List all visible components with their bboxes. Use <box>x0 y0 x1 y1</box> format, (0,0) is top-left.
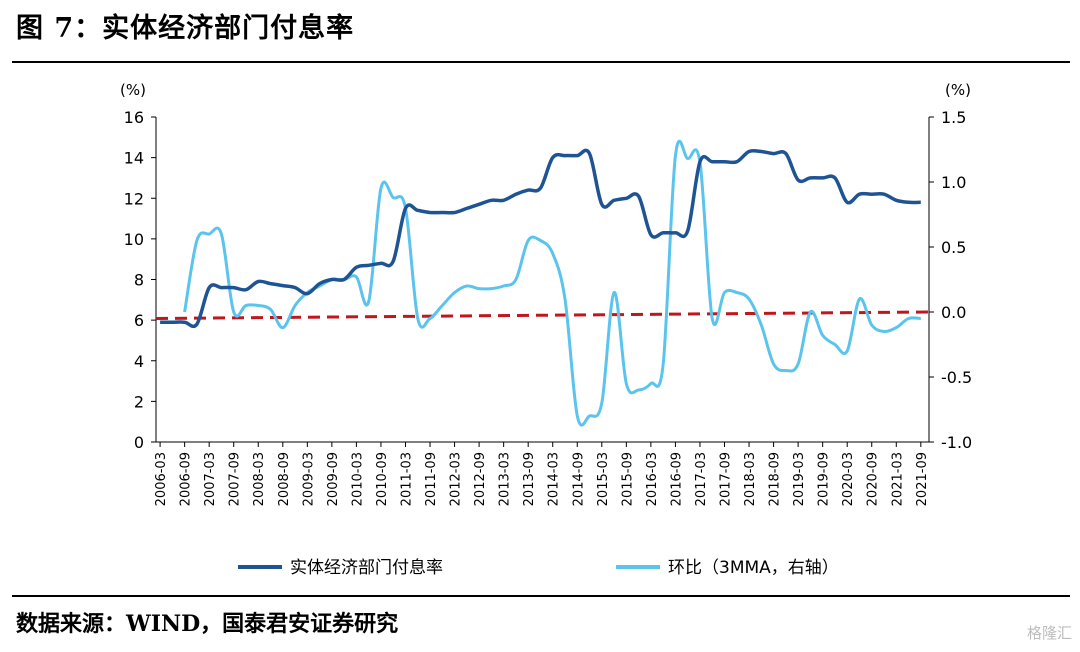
y-right-tick-label: 0.5 <box>941 238 966 257</box>
x-tick-label: 2017-03 <box>694 452 709 506</box>
series-interest-rate-line <box>160 148 921 329</box>
x-tick-label: 2008-09 <box>277 452 292 506</box>
y-right-tick-label: -1.0 <box>941 433 972 452</box>
x-tick-label: 2019-09 <box>817 452 832 506</box>
x-tick-label: 2013-03 <box>498 452 513 506</box>
legend-label-interest-rate: 实体经济部门付息率 <box>290 558 443 578</box>
x-tick-label: 2013-09 <box>522 452 537 506</box>
y-left-tick-label: 14 <box>124 149 144 168</box>
bottom-rule <box>12 595 1070 597</box>
x-tick-label: 2014-09 <box>571 452 586 506</box>
legend-label-qoq: 环比（3MMA，右轴） <box>668 558 839 578</box>
y-right-tick-label: 0.0 <box>941 303 966 322</box>
top-rule <box>12 61 1070 63</box>
x-tick-label: 2014-03 <box>547 452 562 506</box>
x-tick-label: 2016-09 <box>669 452 684 506</box>
x-tick-label: 2021-09 <box>915 452 930 506</box>
x-tick-label: 2009-09 <box>326 452 341 506</box>
y-left-tick-label: 4 <box>134 352 144 371</box>
x-tick-label: 2017-09 <box>719 452 734 506</box>
y-left-unit: (%) <box>120 81 146 99</box>
y-left-tick-label: 8 <box>134 271 144 290</box>
x-tick-label: 2019-03 <box>792 452 807 506</box>
x-tick-label: 2007-03 <box>203 452 218 506</box>
line-chart: (%) (%) 0 2 4 6 8 10 12 14 16 -1.0 -0.5 0.0 0.5 1.0 1.5 2… <box>120 81 972 578</box>
x-tick-label: 2018-03 <box>743 452 758 506</box>
x-tick-label: 2007-09 <box>228 452 243 506</box>
x-tick-label: 2011-03 <box>399 452 414 506</box>
x-tick-label: 2012-09 <box>473 452 488 506</box>
series-qoq-line <box>183 139 921 427</box>
x-tick-label: 2020-03 <box>841 452 856 506</box>
x-tick-label: 2015-09 <box>620 452 635 506</box>
y-left-tick-label: 16 <box>124 108 144 127</box>
x-tick-label: 2011-09 <box>424 452 439 506</box>
x-tick-label: 2020-09 <box>866 452 881 506</box>
y-left-tick-label: 12 <box>124 189 144 208</box>
y-left-tick-label: 2 <box>134 392 144 411</box>
x-tick-label: 2006-03 <box>154 452 169 506</box>
watermark-logo: 格隆汇 <box>1026 624 1072 642</box>
zero-reference-line <box>155 310 930 320</box>
source-note: 数据来源：WIND，国泰君安证券研究 <box>16 611 399 637</box>
y-left-tick-label: 10 <box>124 230 144 249</box>
x-tick-label: 2016-03 <box>645 452 660 506</box>
x-tick-label: 2010-03 <box>350 452 365 506</box>
x-tick-label: 2015-03 <box>596 452 611 506</box>
x-tick-label: 2012-03 <box>449 452 464 506</box>
y-right-tick-label: 1.0 <box>941 173 966 192</box>
y-right-unit: (%) <box>945 81 971 99</box>
y-right-tick-label: 1.5 <box>941 108 966 127</box>
figure-title: 图 7：实体经济部门付息率 <box>16 13 355 44</box>
x-tick-label: 2006-09 <box>179 452 194 506</box>
y-left-tick-label: 6 <box>134 311 144 330</box>
x-tick-label: 2018-09 <box>768 452 783 506</box>
x-tick-label: 2009-03 <box>301 452 316 506</box>
x-tick-label: 2021-03 <box>890 452 905 506</box>
x-tick-label: 2008-03 <box>252 452 267 506</box>
y-right-tick-label: -0.5 <box>941 368 972 387</box>
x-tick-label: 2010-09 <box>375 452 390 506</box>
y-left-tick-label: 0 <box>134 433 144 452</box>
